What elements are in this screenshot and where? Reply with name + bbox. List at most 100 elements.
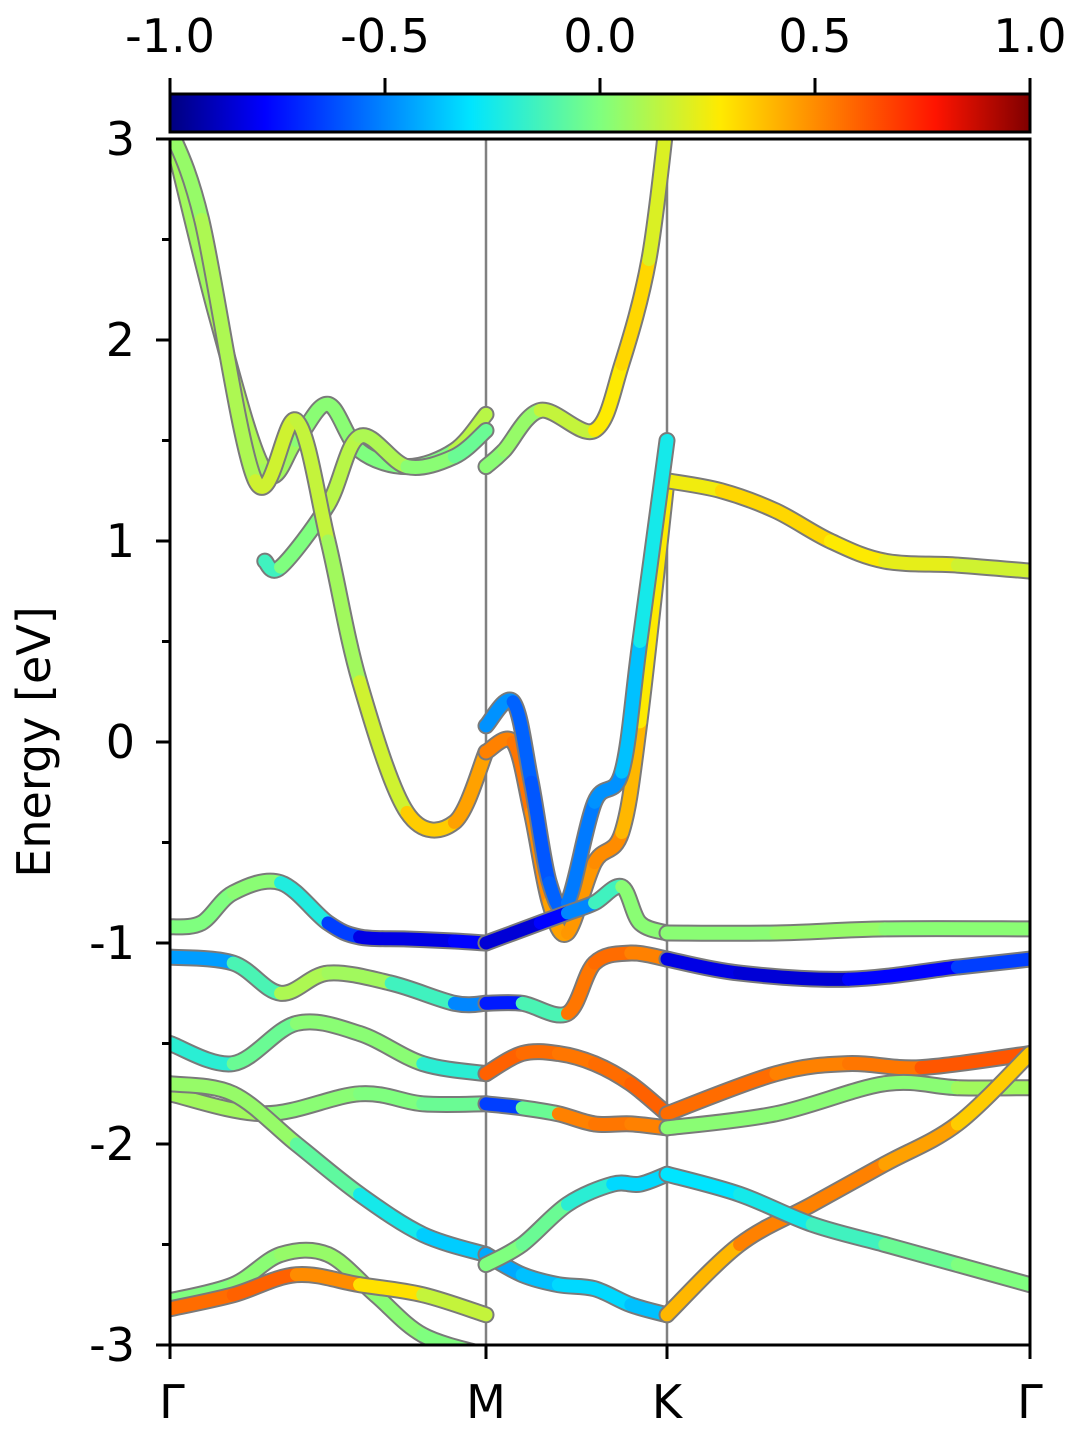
y-tick-label: -1 xyxy=(89,916,135,970)
y-tick-label: 2 xyxy=(106,313,135,367)
band-segment xyxy=(588,765,629,809)
band-segment xyxy=(615,635,647,779)
band-segment xyxy=(769,1077,892,1121)
y-tick-label: 0 xyxy=(106,715,135,769)
band-segment xyxy=(642,139,672,267)
band-segment xyxy=(170,139,209,226)
band-segment xyxy=(769,1057,855,1081)
x-axis-ticks xyxy=(168,1345,1032,1359)
band-segment xyxy=(733,1187,819,1231)
band-segment xyxy=(289,1137,367,1201)
colorbar-tick-label: -1.0 xyxy=(125,9,215,63)
band-7 xyxy=(170,872,495,952)
band-segment xyxy=(416,1288,493,1322)
band-segment xyxy=(353,1027,430,1071)
colorbar: -1.0 -0.5 0.0 0.5 1.0 xyxy=(125,9,1067,134)
band-17 xyxy=(477,1095,676,1137)
colorbar-tick-label: 0.5 xyxy=(778,9,851,63)
band-segment xyxy=(950,1258,1030,1292)
plot-area xyxy=(156,137,1032,1359)
bands xyxy=(170,139,1030,1345)
band-23 xyxy=(477,1165,676,1274)
band-21 xyxy=(658,1045,1030,1324)
colorbar-gradient xyxy=(168,92,1032,134)
band-segment xyxy=(660,1107,783,1135)
y-axis-title: Energy [eV] xyxy=(7,606,61,877)
x-tick-label-m: M xyxy=(466,1375,506,1429)
band-5 xyxy=(658,472,1030,580)
band-24 xyxy=(658,1165,1030,1294)
band-segment xyxy=(524,775,556,890)
y-axis-labels: 3 2 1 0 -1 -2 -3 xyxy=(89,112,135,1372)
band-segment xyxy=(588,357,629,437)
band-segment xyxy=(506,695,538,789)
band-segment xyxy=(321,966,398,990)
band-segment xyxy=(515,1197,574,1251)
band-segment xyxy=(878,1075,964,1095)
band-segment xyxy=(660,952,747,980)
band-segment xyxy=(170,950,240,970)
y-tick-label: 1 xyxy=(106,514,135,568)
colorbar-tick-label: -0.5 xyxy=(340,9,430,63)
band-segment xyxy=(353,675,414,819)
band-segment xyxy=(226,1016,303,1071)
y-axis-ticks xyxy=(156,137,170,1347)
band-14 xyxy=(477,1043,676,1123)
band-segment xyxy=(195,212,262,488)
x-tick-label-gamma: Γ xyxy=(159,1375,185,1429)
band-segment xyxy=(321,430,367,512)
band-segment xyxy=(274,1243,335,1261)
band-25 xyxy=(170,1265,495,1324)
band-segment xyxy=(615,253,656,371)
band-segment xyxy=(289,413,335,548)
band-9 xyxy=(658,920,1030,942)
band-segment xyxy=(226,1087,303,1151)
x-tick-label-gamma-end: Γ xyxy=(1017,1375,1043,1429)
band-segment xyxy=(950,1047,1030,1131)
band-segment xyxy=(660,1067,783,1121)
band-18 xyxy=(658,1073,1030,1137)
band-segment xyxy=(950,952,1030,974)
y-tick-label: -2 xyxy=(89,1117,135,1171)
colorbar-tick-label: 1.0 xyxy=(993,9,1066,63)
band-20 xyxy=(477,1246,676,1324)
band-segment xyxy=(878,554,964,572)
band-13 xyxy=(170,1013,495,1083)
band-segment xyxy=(733,1197,819,1251)
x-axis-labels: Γ M K Γ xyxy=(159,1375,1043,1429)
y-tick-label: 3 xyxy=(106,112,135,166)
band-3 xyxy=(170,139,495,839)
band-10 xyxy=(170,948,495,1014)
band-segment xyxy=(258,1087,367,1121)
band-segment xyxy=(878,1117,964,1171)
y-tick-label: -3 xyxy=(89,1318,135,1372)
band-segment xyxy=(353,930,414,946)
band-12 xyxy=(658,950,1030,988)
band-segment xyxy=(842,1057,928,1075)
band-segment xyxy=(950,558,1030,578)
band-segment xyxy=(321,534,367,689)
band-segment xyxy=(660,1238,747,1322)
band-segment xyxy=(170,1037,240,1071)
band-segment xyxy=(561,795,602,910)
colorbar-tick-label: 0.0 xyxy=(563,9,636,63)
band-segment xyxy=(400,932,461,948)
band-2 xyxy=(477,139,674,476)
band-segment xyxy=(170,1077,240,1101)
band-segment xyxy=(633,434,674,648)
band-segment xyxy=(615,715,647,839)
band-segment xyxy=(878,1238,964,1272)
band-19 xyxy=(170,1075,495,1263)
colorbar-ticks xyxy=(168,78,1032,94)
band-segment xyxy=(353,1187,430,1241)
band-segment xyxy=(416,1097,493,1112)
x-tick-label-k: K xyxy=(652,1375,684,1429)
band-segment xyxy=(660,1167,747,1201)
band-segment xyxy=(416,1328,474,1345)
band-segment xyxy=(842,960,964,986)
band-outline xyxy=(170,139,495,839)
band-1 xyxy=(256,422,495,579)
band-segment xyxy=(805,1157,892,1211)
band-segment xyxy=(769,922,892,940)
